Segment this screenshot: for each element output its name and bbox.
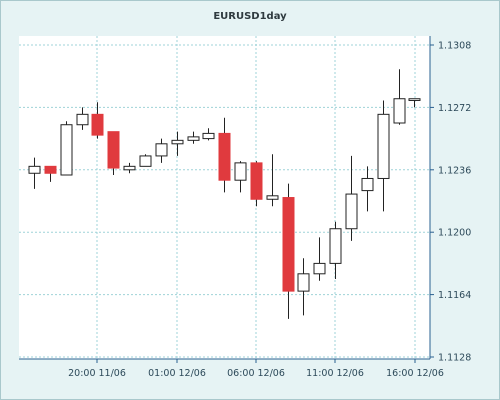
candle-body-up [60, 124, 73, 176]
candle-body-up [313, 262, 326, 275]
x-tick-label: 20:00 11/06 [68, 368, 126, 379]
candle [218, 117, 231, 193]
candle [408, 98, 421, 108]
y-tick-label: 1.1236 [438, 165, 471, 176]
candle-body-down [218, 132, 231, 181]
candle [76, 107, 89, 130]
x-tick-label: 06:00 12/06 [227, 368, 285, 379]
candle [123, 162, 136, 174]
candle-body-down [107, 131, 120, 169]
candle [393, 69, 406, 125]
candle-body-up [28, 165, 41, 174]
candle [329, 221, 342, 279]
x-tick-label: 01:00 12/06 [148, 368, 206, 379]
plot-area [19, 36, 430, 359]
y-tick-label: 1.1272 [438, 103, 471, 114]
candle-body-up [187, 136, 200, 141]
candle [313, 237, 326, 281]
candle [171, 131, 184, 156]
candle [377, 100, 390, 212]
candle-body-up [329, 228, 342, 264]
x-tick-label: 16:00 12/06 [386, 368, 444, 379]
candle-body-down [250, 162, 263, 200]
candle [345, 155, 358, 241]
candle-body-up [155, 143, 168, 157]
candle [282, 183, 295, 319]
candle-body-down [282, 197, 295, 292]
candle-body-up [202, 132, 215, 140]
candle-body-up [408, 98, 421, 101]
candle [297, 258, 310, 316]
candle [250, 161, 263, 207]
candle [107, 131, 120, 175]
candles [28, 69, 421, 319]
candle [361, 166, 374, 212]
candle-body-up [393, 98, 406, 124]
candle-body-up [139, 155, 152, 167]
candle [28, 157, 41, 189]
candle-body-up [297, 273, 310, 292]
candle [234, 161, 247, 193]
candle [60, 121, 73, 176]
candle-body-up [76, 113, 89, 126]
candle-body-up [377, 113, 390, 179]
candle [266, 154, 279, 207]
y-tick-label: 1.1200 [438, 228, 471, 239]
candle-body-up [123, 165, 136, 171]
candle [202, 128, 215, 141]
candle [44, 165, 57, 182]
candle-body-up [234, 162, 247, 181]
candle-body-up [345, 193, 358, 230]
chart-title: EURUSD1day [213, 11, 287, 22]
candle [91, 102, 104, 139]
candle [139, 154, 152, 167]
axes: 1.1308 1.1272 1.1236 1.1200 1.1164 1.1128 20:0… [19, 36, 471, 379]
candle-body-down [44, 165, 57, 174]
candle-body-down [91, 113, 104, 136]
candle-body-up [171, 139, 184, 145]
grid-lines [19, 36, 430, 359]
candle-body-up [266, 195, 279, 200]
y-tick-label: 1.1128 [438, 353, 471, 364]
y-tick-label: 1.1164 [438, 290, 471, 301]
candle [155, 138, 168, 163]
y-tick-label: 1.1308 [438, 41, 471, 52]
candle-body-up [361, 177, 374, 192]
candle [187, 131, 200, 144]
x-tick-label: 11:00 12/06 [306, 368, 364, 379]
